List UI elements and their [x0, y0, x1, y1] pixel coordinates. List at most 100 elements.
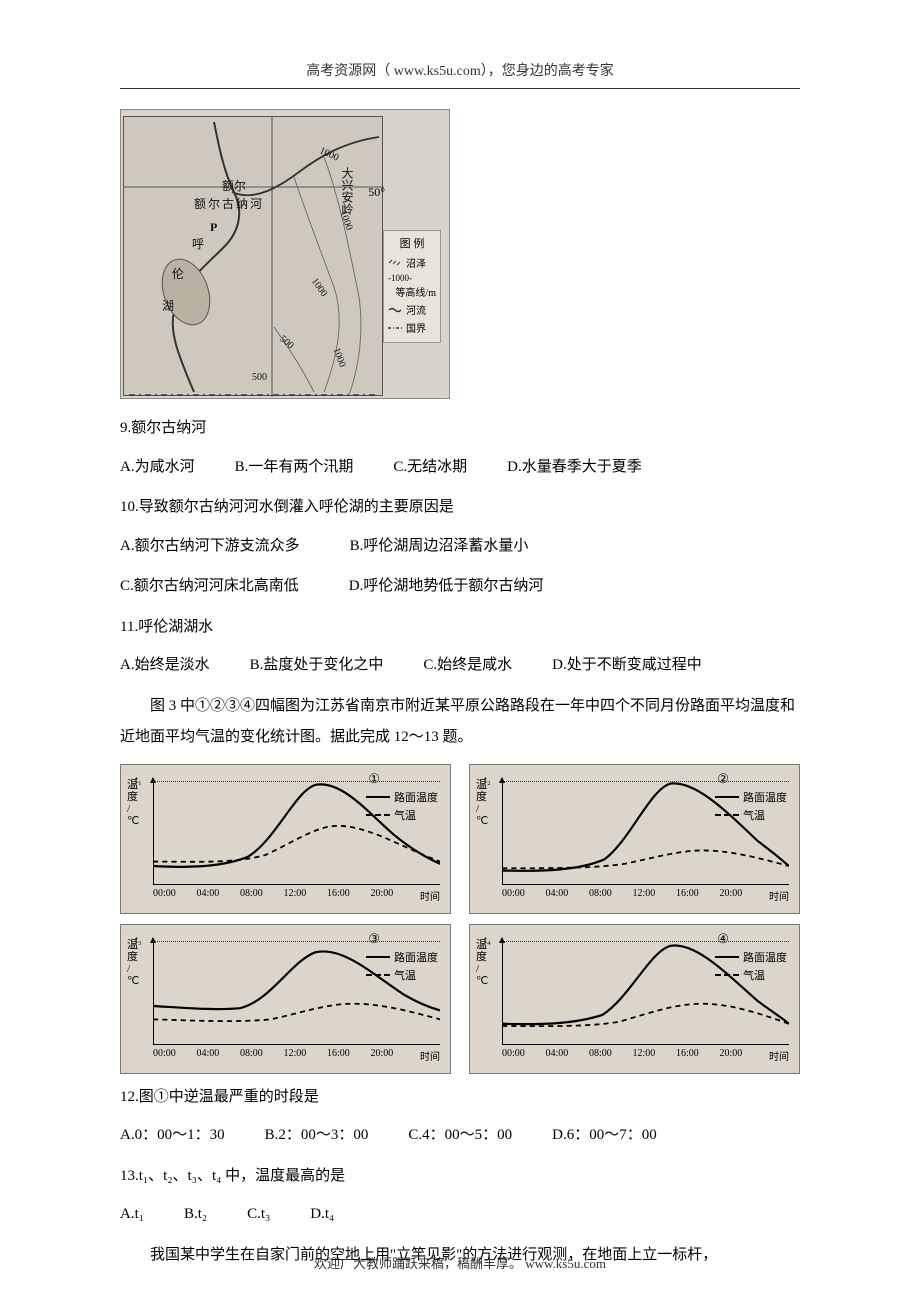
q10-options-row2: C.额尔古纳河河床北高南低 D.呼伦湖地势低于额尔古纳河 [120, 569, 800, 604]
q9-opt-a: A.为咸水河 [120, 450, 195, 485]
river-label-prefix: 额尔 [222, 177, 246, 194]
chart-panel-1: ①温度/℃路面温度气温t₁00:0004:0008:0012:0016:0020… [120, 764, 451, 914]
q9-options: A.为咸水河 B.一年有两个汛期 C.无结冰期 D.水量春季大于夏季 [120, 450, 800, 485]
legend-title: 图 例 [388, 235, 436, 251]
x-tick: 20:00 [371, 1048, 394, 1063]
border-icon [388, 323, 402, 333]
x-ticks: 00:0004:0008:0012:0016:0020:00时间 [502, 1048, 789, 1063]
x-axis-label: 时间 [420, 888, 440, 903]
q9-opt-d: D.水量春季大于夏季 [507, 450, 642, 485]
latitude-label: 50° [368, 185, 385, 200]
q11-title: 11.呼伦湖湖水 [120, 610, 800, 645]
chart-axes: t₁ [153, 779, 440, 885]
q9-title: 9.额尔古纳河 [120, 411, 800, 446]
x-tick: 16:00 [327, 1048, 350, 1063]
charts-grid: ①温度/℃路面温度气温t₁00:0004:0008:0012:0016:0020… [120, 764, 800, 1074]
x-tick: 00:00 [502, 888, 525, 903]
x-ticks: 00:0004:0008:0012:0016:0020:00时间 [502, 888, 789, 903]
q9-opt-b: B.一年有两个汛期 [235, 450, 354, 485]
legend-border: 国界 [406, 320, 426, 335]
lake-lun: 伦 [172, 265, 184, 282]
chart-curves [502, 779, 789, 885]
x-tick: 00:00 [153, 1048, 176, 1063]
content-area: 120° 额尔 额尔古纳河 P 呼 伦 湖 [0, 109, 920, 1271]
y-axis-label: 温度/℃ [476, 779, 488, 827]
q12-opt-a: A.0：00～1：30 [120, 1118, 225, 1153]
daxinganling: 大兴安岭 [339, 167, 356, 215]
x-ticks: 00:00 04:00 08:00 12:00 16:00 20:00 时间 [153, 1048, 440, 1063]
x-tick: 08:00 [589, 1048, 612, 1063]
chart-axes: t₃ [153, 939, 440, 1045]
x-tick: 12:00 [284, 888, 307, 903]
river-icon [388, 305, 402, 315]
q12-options: A.0：00～1：30 B.2：00～3：00 C.4：00～5：00 D.6：… [120, 1118, 800, 1153]
ymax-label: t₄ [484, 934, 491, 946]
map-legend: 图 例 沼泽 -1000- 等高线/m 河流 国界 [383, 230, 441, 343]
page-footer: 欢迎广大教师踊跃来稿，稿酬丰厚。 www.ks5u.com [0, 1253, 920, 1272]
q13-options: A.t₁ B.t₂ C.t₃ D.t₄ [120, 1197, 800, 1232]
q11-opt-a: A.始终是淡水 [120, 648, 210, 683]
x-tick: 04:00 [546, 888, 569, 903]
chart-panel-3: ③温度/℃路面温度气温t₃00:0004:0008:0012:0016:0020… [120, 924, 451, 1074]
q10-opt-c: C.额尔古纳河河床北高南低 [120, 569, 299, 604]
chart-curves [153, 939, 440, 1045]
q13-opt-d: D.t₄ [310, 1197, 334, 1232]
x-tick: 20:00 [720, 888, 743, 903]
legend-row-swamp: 沼泽 [388, 255, 436, 270]
legend-swamp: 沼泽 [406, 255, 426, 270]
q11-opt-d: D.处于不断变咸过程中 [552, 648, 702, 683]
q10-options-row1: A.额尔古纳河下游支流众多 B.呼伦湖周边沼泽蓄水量小 [120, 529, 800, 564]
y-axis-label: 温度/℃ [127, 939, 139, 987]
header-divider [120, 88, 800, 89]
point-p: P [210, 220, 217, 235]
x-tick: 08:00 [240, 1048, 263, 1063]
y-axis-label: 温度/℃ [476, 939, 488, 987]
x-axis-label: 时间 [769, 888, 789, 903]
legend-row-contour: -1000- [388, 273, 436, 283]
x-tick: 00:00 [153, 888, 176, 903]
q13-opt-c: C.t₃ [247, 1197, 270, 1232]
map-inner: 额尔 额尔古纳河 P 呼 伦 湖 大兴安岭 1000 1000 1000 500… [123, 116, 383, 396]
x-tick: 16:00 [327, 888, 350, 903]
x-axis-label: 时间 [769, 1048, 789, 1063]
x-tick: 20:00 [720, 1048, 743, 1063]
q10-opt-d: D.呼伦湖地势低于额尔古纳河 [349, 569, 544, 604]
ymax-label: t₁ [135, 774, 142, 786]
y-axis-label: 温度/℃ [127, 779, 139, 827]
q11-opt-c: C.始终是咸水 [423, 648, 512, 683]
q10-opt-a: A.额尔古纳河下游支流众多 [120, 529, 300, 564]
page-header: 高考资源网（ www.ks5u.com），您身边的高考专家 [0, 0, 920, 88]
footer-text: 欢迎广大教师踊跃来稿，稿酬丰厚。 www.ks5u.com [314, 1256, 606, 1271]
swamp-icon [388, 258, 402, 268]
x-tick: 04:00 [197, 1048, 220, 1063]
x-tick: 16:00 [676, 1048, 699, 1063]
x-axis-label: 时间 [420, 1048, 440, 1063]
q11-opt-b: B.盐度处于变化之中 [250, 648, 384, 683]
chart-axes: t₂ [502, 779, 789, 885]
chart-axes: t₄ [502, 939, 789, 1045]
legend-row-river: 河流 [388, 302, 436, 317]
q13-opt-a: A.t₁ [120, 1197, 144, 1232]
x-tick: 00:00 [502, 1048, 525, 1063]
q13-opt-b: B.t₂ [184, 1197, 207, 1232]
chart-panel-4: ④温度/℃路面温度气温t₄00:0004:0008:0012:0016:0020… [469, 924, 800, 1074]
ymax-label: t₂ [484, 774, 491, 786]
map-figure: 120° 额尔 额尔古纳河 P 呼 伦 湖 [120, 109, 450, 399]
chart-curves [153, 779, 440, 885]
river-label: 额尔古纳河 [194, 195, 264, 212]
x-tick: 12:00 [633, 888, 656, 903]
x-tick: 08:00 [240, 888, 263, 903]
x-tick: 12:00 [284, 1048, 307, 1063]
q9-opt-c: C.无结冰期 [393, 450, 467, 485]
q12-opt-b: B.2：00～3：00 [265, 1118, 369, 1153]
map-svg [124, 117, 384, 397]
q12-opt-d: D.6：00～7：00 [552, 1118, 657, 1153]
chart-panel-2: ②温度/℃路面温度气温t₂00:0004:0008:0012:0016:0020… [469, 764, 800, 914]
chart-curves [502, 939, 789, 1045]
lake-hu2: 湖 [162, 297, 174, 314]
x-tick: 04:00 [197, 888, 220, 903]
q12-opt-c: C.4：00～5：00 [408, 1118, 512, 1153]
q11-options: A.始终是淡水 B.盐度处于变化之中 C.始终是咸水 D.处于不断变咸过程中 [120, 648, 800, 683]
x-tick: 20:00 [371, 888, 394, 903]
legend-contour: 等高线/m [388, 284, 436, 299]
